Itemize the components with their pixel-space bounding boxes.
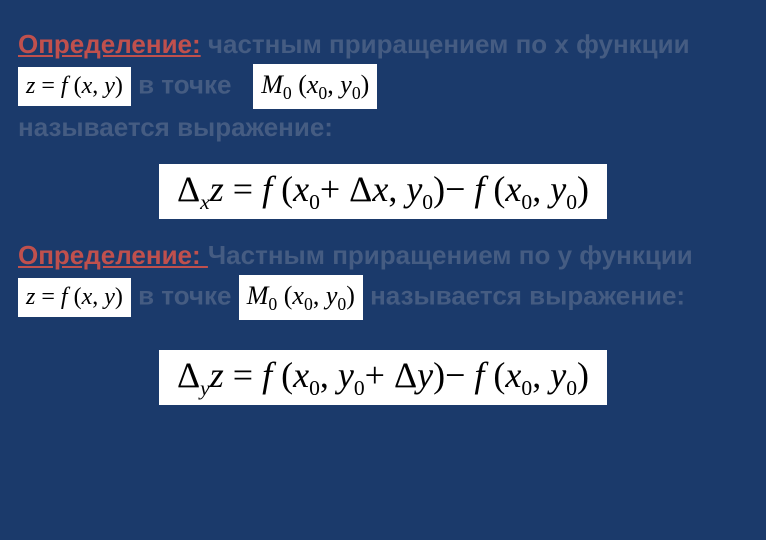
def2-formula-inline-2: M0 (x0, y0) [239,275,363,320]
def1-text-before: частным приращением по х функции [201,29,690,59]
def2-text-after: называется выражение: [363,280,685,310]
def2-formula-inline-1: z = f (x, y) [18,278,131,317]
def2-text-mid: в точке [131,280,239,310]
def2-text-before: Частным приращением по y функции [208,240,693,270]
def1-text-after: называется выражение: [18,112,333,142]
def1-formula-block: Δxz = f (x0 + Δx, y0) − f (x0, y0) [159,164,607,219]
definition-2-block: Определение: Частным приращением по y фу… [18,237,748,320]
definition-1-label: Определение: [18,29,201,59]
def1-formula-inline-2: M0 (x0, y0) [253,64,377,109]
definition-2-label: Определение: [18,240,208,270]
definition-1-block: Определение: частным приращением по х фу… [18,26,748,146]
def1-formula-inline-1: z = f (x, y) [18,67,131,106]
def1-text-mid: в точке [131,69,239,99]
def2-formula-block: Δyz = f (x0, y0 + Δy) − f (x0, y0) [159,350,607,405]
